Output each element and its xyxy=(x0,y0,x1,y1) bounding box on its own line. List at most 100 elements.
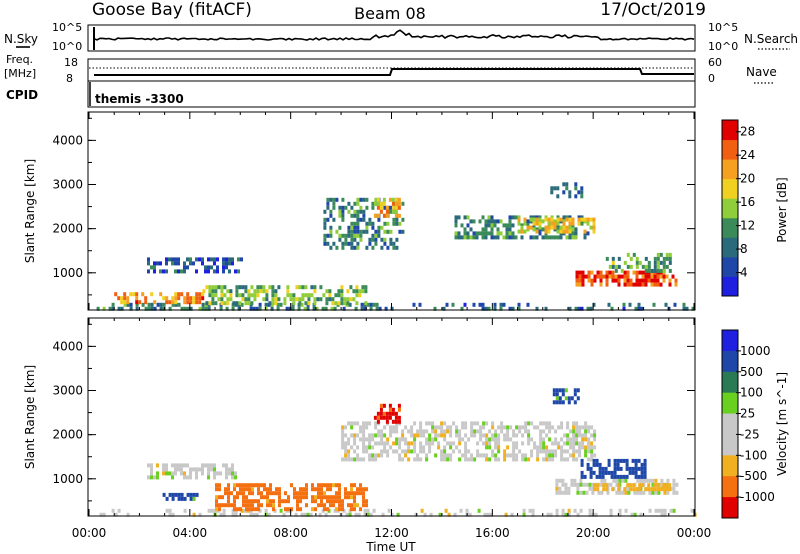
data-cell xyxy=(567,400,571,405)
data-cell xyxy=(562,182,566,187)
data-cell xyxy=(341,457,345,462)
data-cell xyxy=(262,285,266,290)
data-cell xyxy=(162,302,166,307)
data-cell xyxy=(654,490,658,495)
data-cell xyxy=(377,229,381,234)
data-cell xyxy=(500,425,504,430)
data-cell xyxy=(420,508,424,513)
data-cell xyxy=(309,512,313,517)
data-cell xyxy=(359,233,363,238)
data-cell xyxy=(371,225,375,230)
data-cell xyxy=(220,293,224,298)
data-cell xyxy=(355,285,359,290)
data-cell xyxy=(641,282,645,287)
data-cell xyxy=(538,231,542,236)
data-cell xyxy=(589,466,593,471)
data-cell xyxy=(388,411,392,416)
data-cell xyxy=(460,223,464,228)
colorbar-swatch xyxy=(722,237,738,258)
data-cell xyxy=(605,278,609,283)
data-cell xyxy=(444,508,448,513)
data-cell xyxy=(571,231,575,236)
data-cell xyxy=(479,429,483,434)
freq-label: Freq. xyxy=(6,53,33,66)
data-cell xyxy=(556,229,560,234)
data-cell xyxy=(269,499,272,504)
data-cell xyxy=(644,274,648,279)
data-cell xyxy=(377,217,381,222)
data-cell xyxy=(341,233,345,238)
data-cell xyxy=(404,441,408,446)
data-cell xyxy=(454,219,458,224)
data-cell xyxy=(632,270,636,275)
data-cell xyxy=(183,471,186,476)
data-cell xyxy=(547,225,551,230)
data-cell xyxy=(434,429,438,434)
data-cell xyxy=(371,221,375,226)
data-cell xyxy=(569,441,573,446)
data-cell xyxy=(410,441,414,446)
data-cell xyxy=(574,231,578,236)
data-cell xyxy=(515,433,519,438)
data-cell xyxy=(198,512,202,517)
data-cell xyxy=(102,306,106,311)
data-cell xyxy=(356,503,359,508)
data-cell xyxy=(305,503,308,508)
data-cell xyxy=(529,235,533,240)
data-cell xyxy=(323,495,326,500)
data-cell xyxy=(523,221,527,226)
data-cell xyxy=(239,507,242,512)
data-cell xyxy=(576,482,580,487)
data-cell xyxy=(437,425,441,430)
data-cell xyxy=(215,487,218,492)
data-cell xyxy=(162,306,166,311)
data-cell xyxy=(341,213,345,218)
data-cell xyxy=(581,437,585,442)
data-cell xyxy=(328,293,332,298)
data-cell xyxy=(380,453,384,458)
data-cell xyxy=(329,197,333,202)
data-cell xyxy=(270,306,274,311)
data-cell xyxy=(242,491,245,496)
data-cell xyxy=(392,221,396,226)
data-cell xyxy=(335,245,339,250)
data-cell xyxy=(326,233,330,238)
data-cell xyxy=(641,278,645,283)
data-cell xyxy=(242,487,245,492)
data-cell xyxy=(653,278,657,283)
data-cell xyxy=(338,483,341,488)
colorbar-swatch xyxy=(722,198,738,219)
data-cell xyxy=(298,301,302,306)
data-cell xyxy=(174,300,178,305)
data-cell xyxy=(341,217,345,222)
data-cell xyxy=(545,433,549,438)
data-cell xyxy=(467,457,471,462)
data-cell xyxy=(652,302,656,307)
data-cell xyxy=(554,453,558,458)
data-cell xyxy=(560,445,564,450)
data-cell xyxy=(556,221,560,226)
data-cell xyxy=(174,261,177,266)
data-cell xyxy=(490,231,494,236)
data-cell xyxy=(520,235,524,240)
data-cell xyxy=(625,462,629,467)
data-cell xyxy=(440,421,444,426)
data-cell xyxy=(332,499,335,504)
data-cell xyxy=(590,449,594,454)
data-cell xyxy=(647,264,651,269)
data-cell xyxy=(208,301,212,306)
data-cell xyxy=(210,265,213,270)
data-cell xyxy=(623,260,627,265)
data-cell xyxy=(388,415,392,420)
data-cell xyxy=(542,441,546,446)
data-cell xyxy=(440,453,444,458)
data-cell xyxy=(248,487,251,492)
data-cell xyxy=(616,458,620,463)
data-cell xyxy=(559,217,563,222)
data-cell xyxy=(132,292,136,297)
data-cell xyxy=(494,453,498,458)
data-cell xyxy=(574,227,578,232)
data-cell xyxy=(593,429,597,434)
data-cell xyxy=(422,429,426,434)
